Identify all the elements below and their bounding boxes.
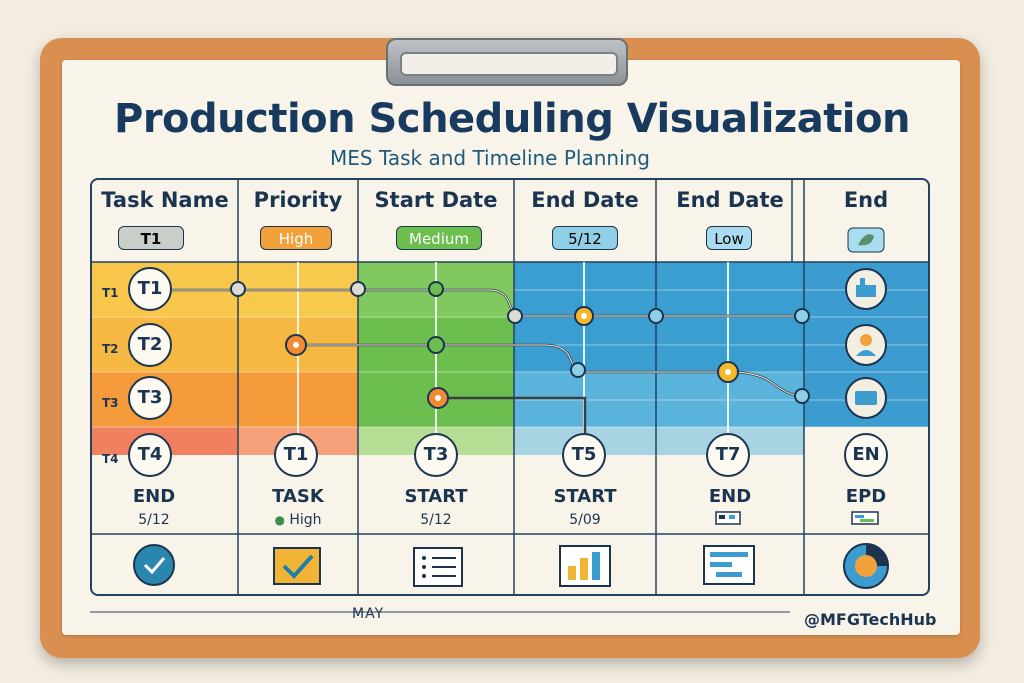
footer-month: MAY bbox=[352, 606, 385, 622]
row-label-t3: T3 bbox=[102, 396, 119, 410]
column-dividers bbox=[92, 180, 928, 594]
leaf-icon bbox=[847, 227, 885, 253]
pie-chart-icon bbox=[843, 543, 889, 589]
header-task-name: Task Name bbox=[101, 188, 229, 212]
worker-icon bbox=[845, 324, 887, 366]
checkbox-icon bbox=[273, 547, 321, 585]
clipboard-clip bbox=[386, 38, 628, 86]
row-label-t4: T4 bbox=[102, 452, 119, 466]
milestone-circle-5[interactable]: EN bbox=[844, 433, 888, 477]
header-end: End bbox=[843, 188, 889, 212]
header-start-date: Start Date bbox=[374, 188, 498, 212]
pill-date-5-12: 5/12 bbox=[552, 226, 618, 250]
pill-task-t1: T1 bbox=[118, 226, 184, 250]
bottom-title-1: END bbox=[132, 486, 176, 507]
header-end-date-2: End Date bbox=[676, 188, 784, 212]
bottom-sub-2: ● High bbox=[274, 512, 322, 528]
schedule-board-icon bbox=[703, 545, 755, 585]
bottom-sub-3: 5/12 bbox=[420, 512, 452, 528]
pill-priority-high: High bbox=[260, 226, 332, 250]
check-circle-icon bbox=[133, 544, 175, 586]
header-end-date: End Date bbox=[531, 188, 639, 212]
task-circle-t1[interactable]: T1 bbox=[128, 267, 172, 311]
bottom-title-5: END bbox=[708, 486, 752, 507]
page-subtitle: MES Task and Timeline Planning bbox=[330, 146, 650, 170]
checklist-icon bbox=[413, 547, 463, 587]
factory-icon bbox=[845, 268, 887, 310]
gantt-icon bbox=[851, 511, 879, 525]
pill-low: Low bbox=[706, 226, 752, 250]
task-circle-t2[interactable]: T2 bbox=[128, 323, 172, 367]
row-label-t2: T2 bbox=[102, 342, 119, 356]
bar-chart-icon bbox=[559, 545, 611, 587]
row-label-t1: T1 bbox=[102, 286, 119, 300]
footer-handle: @MFGTechHub bbox=[804, 610, 937, 629]
bottom-title-4: START bbox=[553, 486, 617, 507]
bottom-sub-4: 5/09 bbox=[569, 512, 601, 528]
milestone-circle-4[interactable]: T7 bbox=[706, 433, 750, 477]
milestone-circle-1[interactable]: T1 bbox=[274, 433, 318, 477]
shield-icon: ● bbox=[274, 513, 285, 527]
page-title: Production Scheduling Visualization bbox=[114, 96, 910, 142]
bottom-title-3: START bbox=[404, 486, 468, 507]
pill-medium: Medium bbox=[396, 226, 482, 250]
calendar-icon bbox=[715, 511, 741, 525]
task-circle-t3[interactable]: T3 bbox=[128, 376, 172, 420]
machine-icon bbox=[845, 377, 887, 419]
bottom-title-2: TASK bbox=[272, 486, 324, 507]
milestone-circle-2[interactable]: T3 bbox=[414, 433, 458, 477]
milestone-circle-3[interactable]: T5 bbox=[562, 433, 606, 477]
bottom-sub-1: 5/12 bbox=[138, 512, 170, 528]
bottom-title-6: EPD bbox=[845, 486, 887, 507]
task-circle-t4[interactable]: T4 bbox=[128, 433, 172, 477]
header-priority: Priority bbox=[253, 188, 343, 212]
